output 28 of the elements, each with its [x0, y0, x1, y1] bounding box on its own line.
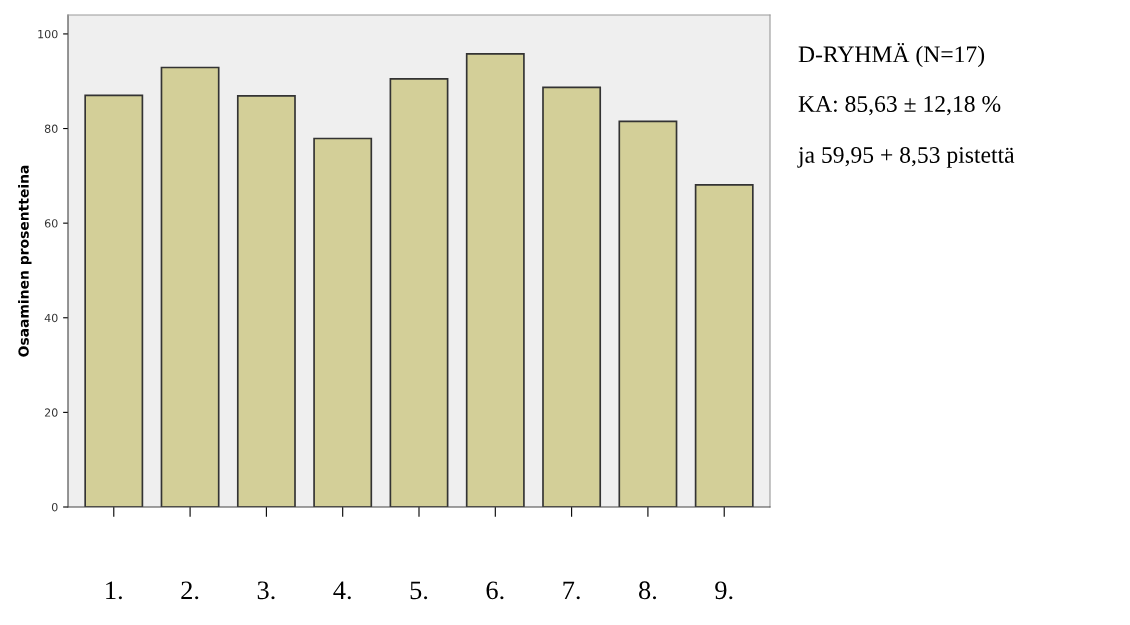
y-tick-label: 40: [44, 313, 58, 323]
x-tick-label: 5.: [410, 581, 428, 600]
y-tick-label: 80: [44, 124, 58, 133]
bar: [389, 78, 449, 507]
bar: [313, 137, 373, 507]
y-tick-label: 60: [44, 219, 58, 228]
x-tick-label: 4.: [333, 581, 351, 600]
bar: [236, 95, 296, 507]
text: KA: 85,63 ± 12,18 %: [798, 95, 1001, 116]
x-tick-label: 1.: [106, 581, 122, 600]
bar: [84, 94, 144, 507]
y-axis-title: Osaaminen prosentteina: [18, 165, 32, 357]
bar: [160, 66, 220, 507]
x-tick-label: 6.: [486, 581, 504, 600]
x-tick-label: 8.: [639, 581, 657, 600]
x-tick-label: 2.: [181, 581, 199, 600]
bar: [618, 120, 678, 507]
bar: [542, 86, 602, 507]
x-tick-label: 9.: [715, 581, 733, 600]
text: D-RYHMÄ (N=17): [798, 42, 985, 68]
y-tick-label: 20: [44, 408, 58, 417]
bar: [465, 52, 525, 507]
x-tick-label: 3.: [257, 581, 275, 600]
x-tick-label: 7.: [563, 581, 580, 600]
y-tick-label: 100: [38, 29, 58, 39]
text: ja 59,95 + 8,53 pistettä: [797, 146, 1015, 168]
y-tick-label: 0: [51, 502, 58, 512]
bar: [694, 183, 754, 507]
